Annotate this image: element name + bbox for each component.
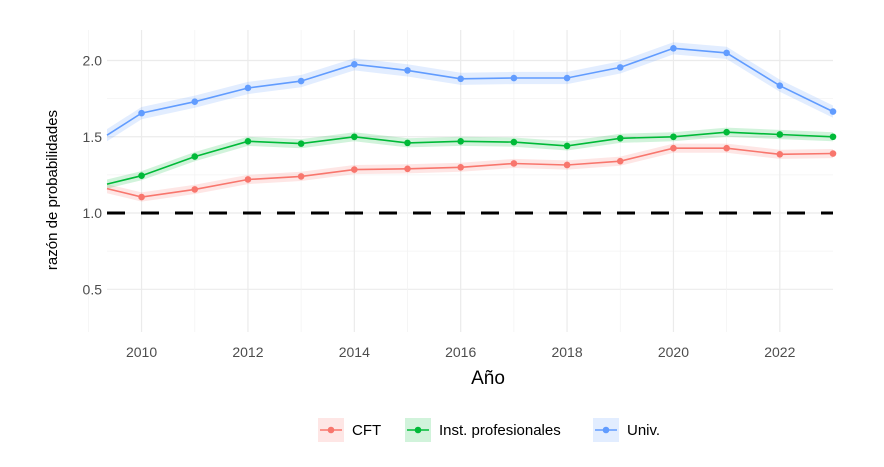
y-axis-ticks: 0.5 1.0 1.5 2.0 (83, 53, 103, 298)
y-tick-label-1: 1.0 (83, 205, 103, 221)
point-series-2-7 (457, 75, 464, 83)
legend-label-1: Inst. profesionales (439, 422, 561, 439)
point-series-0-6 (404, 165, 411, 173)
point-series-2-13 (776, 82, 784, 89)
point-series-0-13 (776, 151, 784, 158)
band-series-2 (107, 42, 833, 142)
point-series-0-2 (191, 186, 199, 193)
point-series-0-1 (138, 193, 145, 201)
legend: CFT Inst. profesionales Univ. (318, 418, 660, 442)
point-series-2-8 (510, 74, 518, 82)
point-series-1-8 (510, 138, 518, 146)
x-tick-label-4: 2018 (551, 344, 582, 360)
point-series-1-7 (457, 138, 464, 145)
point-series-0-4 (297, 173, 305, 180)
point-series-0-11 (670, 144, 677, 152)
point-series-2-9 (563, 74, 571, 82)
grid (87, 30, 833, 332)
point-series-0-14 (829, 150, 837, 157)
point-series-2-5 (351, 61, 358, 68)
x-tick-label-1: 2012 (232, 344, 263, 360)
point-series-0-10 (616, 157, 624, 165)
point-series-1-2 (191, 153, 199, 160)
series-points (138, 45, 837, 201)
legend-label-0: CFT (352, 422, 381, 439)
x-axis-title: Año (471, 368, 505, 389)
legend-point-0 (327, 426, 335, 434)
point-series-1-4 (297, 140, 305, 147)
point-series-1-3 (244, 138, 252, 145)
point-series-0-8 (510, 160, 518, 167)
point-series-0-7 (457, 163, 464, 171)
point-series-1-5 (351, 133, 358, 141)
y-tick-label-0: 0.5 (83, 281, 103, 297)
x-tick-label-6: 2022 (764, 344, 795, 360)
point-series-1-14 (829, 133, 837, 141)
point-series-2-4 (297, 77, 305, 85)
point-series-0-3 (244, 176, 252, 183)
x-tick-label-3: 2016 (445, 344, 476, 360)
point-series-2-10 (616, 64, 624, 71)
point-series-1-1 (138, 172, 145, 179)
y-tick-label-3: 2.0 (83, 53, 103, 69)
legend-label-2: Univ. (627, 422, 660, 439)
band-series-0 (107, 143, 833, 202)
point-series-2-3 (244, 84, 252, 92)
x-tick-label-2: 2014 (339, 344, 370, 360)
point-series-1-11 (670, 133, 677, 141)
legend-point-2 (602, 426, 610, 434)
point-series-1-12 (723, 128, 730, 136)
point-series-1-10 (616, 134, 624, 142)
y-tick-label-2: 1.5 (83, 129, 103, 145)
point-series-0-12 (723, 144, 730, 152)
point-series-2-6 (404, 67, 411, 74)
point-series-1-9 (563, 142, 571, 150)
point-series-0-5 (351, 166, 358, 173)
x-axis-ticks: 2010 2012 2014 2016 2018 2020 2022 (126, 344, 796, 360)
point-series-2-1 (138, 109, 145, 117)
point-series-2-2 (191, 98, 199, 105)
point-series-2-14 (829, 108, 837, 115)
point-series-2-11 (670, 45, 677, 52)
x-tick-label-5: 2020 (658, 344, 689, 360)
confidence-bands (107, 42, 833, 202)
point-series-2-12 (723, 49, 730, 57)
point-series-0-9 (563, 161, 571, 169)
legend-point-1 (414, 426, 422, 434)
point-series-1-6 (404, 139, 411, 147)
x-tick-label-0: 2010 (126, 344, 157, 360)
point-series-1-13 (776, 131, 784, 138)
y-axis-title: razón de probabilidades (44, 110, 61, 270)
